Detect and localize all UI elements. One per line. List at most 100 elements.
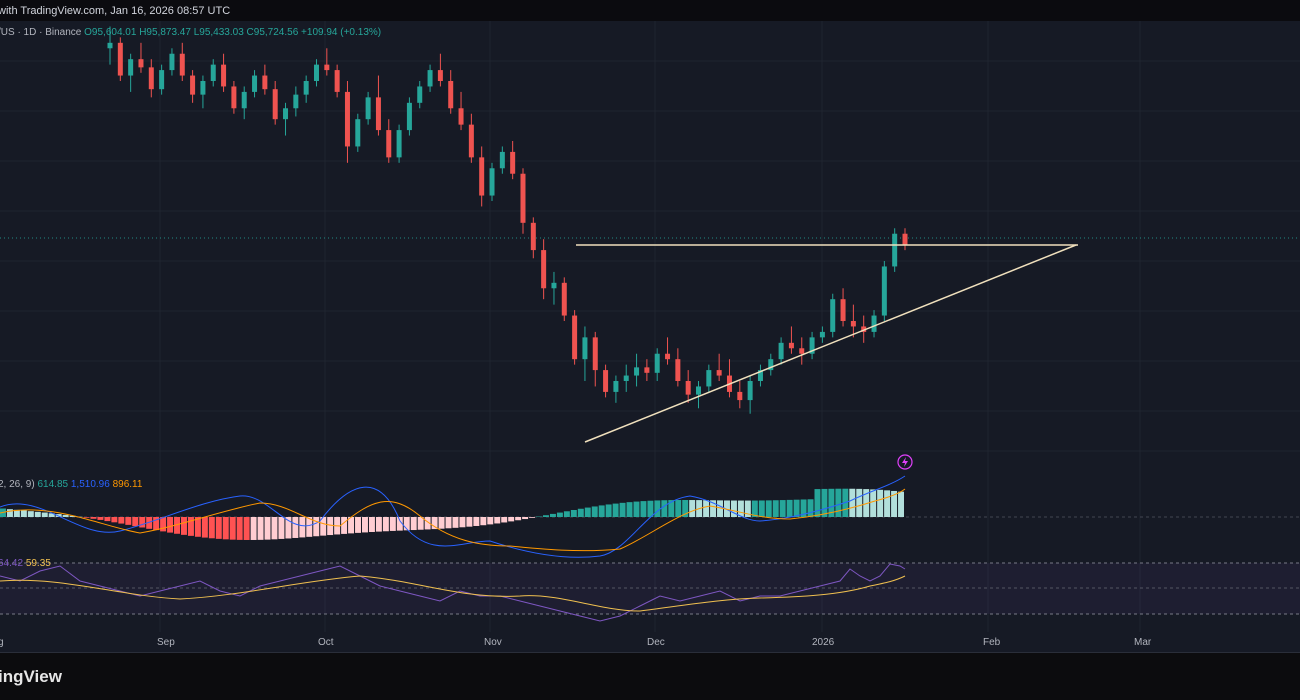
candle-body	[169, 53, 175, 71]
grid-lines	[0, 21, 1300, 632]
macd-hist-bar	[257, 517, 264, 540]
macd-hist-bar	[417, 517, 424, 530]
candle-body	[696, 386, 702, 395]
macd-hist-bar	[508, 517, 515, 522]
macd-hist-bar	[654, 500, 661, 517]
candle-body	[499, 151, 505, 169]
candle-body	[788, 342, 794, 349]
candle-body	[551, 282, 557, 289]
candle-body	[458, 108, 464, 125]
macd-hist-bar	[598, 505, 605, 517]
x-tick: g	[0, 637, 4, 648]
macd-hist-bar	[633, 501, 640, 517]
rsi-value: 64.42	[0, 558, 24, 569]
macd-hist-bar	[821, 488, 828, 517]
macd-hist-bar	[549, 513, 556, 517]
macd-hist-bar	[779, 500, 786, 517]
macd-hist-bar	[167, 517, 174, 533]
macd-hist-bar	[814, 489, 821, 517]
macd-hist-bar	[410, 517, 417, 531]
macd-hist-bar	[703, 500, 710, 517]
macd-hist-bar	[229, 517, 236, 540]
macd-hist-bar	[146, 517, 153, 529]
signal-line	[0, 488, 906, 552]
candle-body	[892, 233, 898, 267]
x-tick: Feb	[983, 637, 1001, 648]
candle-body	[850, 321, 856, 327]
macd-hist-bar	[786, 499, 793, 517]
main-legend: /US · 1D · Binance O95,604.01 H95,873.47…	[0, 27, 381, 38]
macd-hist-bar	[278, 517, 285, 539]
macd-hist-bar	[737, 500, 744, 517]
macd-hist-bar	[6, 509, 13, 517]
macd-hist-bar	[139, 517, 146, 528]
low-value: L95,433.03	[193, 27, 244, 38]
macd-hist-bar	[501, 517, 508, 523]
macd-hist-bar	[682, 500, 689, 517]
candle-body	[572, 315, 578, 360]
macd-hist-bar	[647, 500, 654, 517]
candle-body	[819, 331, 825, 338]
macd-hist-bar	[348, 517, 355, 534]
macd-hist-bar	[174, 517, 180, 534]
candle-body	[902, 233, 908, 245]
macd-hist-bar	[563, 511, 570, 517]
macd-hist-bar	[27, 511, 34, 517]
macd-legend: 2, 26, 9) 614.85 1,510.96 896.11	[0, 479, 142, 490]
candle-body	[138, 59, 144, 68]
macd-hist-bar	[751, 500, 758, 517]
close-value: C95,724.56	[246, 27, 299, 38]
macd-hist-bar	[668, 500, 675, 517]
x-tick: Dec	[647, 637, 665, 648]
macd-hist-bar	[375, 517, 382, 532]
macd-hist-bar	[640, 501, 647, 517]
tradingview-brand: ingView	[0, 667, 62, 686]
candle-body	[448, 81, 454, 109]
macd-hist-bar	[438, 517, 445, 529]
macd-hist-bar	[605, 504, 612, 517]
candle-body	[221, 64, 227, 87]
symbol-label: /US · 1D · Binance	[0, 27, 82, 38]
alert-icon[interactable]	[897, 454, 913, 470]
macd-hist-bar	[41, 512, 48, 517]
macd-hist-bar	[285, 517, 292, 539]
macd-hist-bar	[758, 500, 765, 517]
macd-hist-bar	[111, 517, 118, 523]
candle-body	[530, 222, 536, 251]
macd-hist-bar	[355, 517, 361, 533]
candle-body	[303, 81, 309, 95]
support-trendline[interactable]	[584, 244, 1077, 443]
candle-body	[592, 337, 598, 371]
macd-hist-bar	[62, 514, 69, 517]
macd-hist-bar	[201, 517, 208, 538]
macd-hist-bar	[849, 488, 856, 517]
macd-hist-bar	[452, 517, 459, 528]
macd-hist-bar	[877, 489, 884, 517]
x-axis: g Sep Oct Nov Dec 2026 Feb Mar	[0, 637, 1152, 648]
candle-body	[437, 70, 443, 81]
macd-hist-bar	[20, 510, 27, 517]
macd-hist-bar	[870, 489, 877, 517]
macd-hist-bar	[306, 517, 313, 537]
macd-hist-bar	[243, 517, 250, 540]
price-chart[interactable]: g Sep Oct Nov Dec 2026 Feb Mar	[0, 21, 1300, 652]
candle-body	[200, 81, 206, 95]
candle-body	[520, 173, 526, 223]
macd-signal-value: 896.11	[112, 479, 143, 490]
candle-body	[881, 266, 887, 316]
macd-hist-bar	[626, 502, 633, 517]
candle-body	[324, 64, 330, 71]
macd-hist-bar	[529, 517, 536, 518]
macd-hist-bar	[292, 517, 299, 538]
macd-hist-bar	[856, 488, 863, 517]
macd-hist-bar	[222, 517, 229, 540]
macd-value: 1,510.96	[70, 479, 110, 490]
candle-body	[396, 130, 402, 158]
macd-hist-bar	[717, 500, 723, 517]
macd-hist-bar	[480, 517, 487, 526]
macd-hist-bar	[403, 517, 410, 531]
rsi-ma-value: 59.35	[25, 558, 51, 569]
macd-hist-bar	[13, 509, 20, 517]
macd-hist-bar	[368, 517, 375, 533]
macd-hist-bar	[675, 500, 682, 517]
